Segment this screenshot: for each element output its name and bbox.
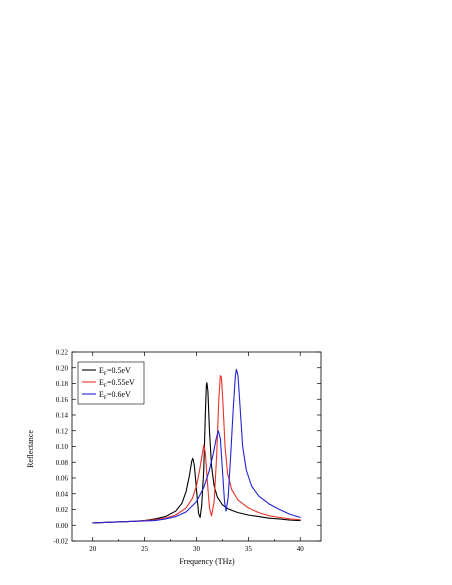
y-tick-label: 0.18 [56, 380, 69, 388]
x-tick-label: 25 [141, 545, 149, 553]
y-tick-label: 0.12 [56, 427, 69, 435]
series-layer [92, 368, 301, 524]
legend-box [77, 361, 145, 405]
y-axis-label: Reflectance [26, 430, 35, 468]
y-tick-label: 0.04 [56, 490, 69, 498]
y-tick-label: 0.20 [56, 364, 69, 372]
y-tick-label: 0.02 [56, 506, 69, 514]
series-line-2 [92, 368, 301, 524]
y-tick-label: 0.06 [56, 475, 69, 483]
y-tick-label: 0.10 [56, 443, 69, 451]
x-tick-label: 35 [245, 545, 253, 553]
x-tick-label: 30 [193, 545, 201, 553]
legend-label-1: EF=0.55eV [99, 378, 135, 389]
axes-layer: 20 25 30 35 40 -0.02 0.00 0.02 0.04 0.06 0.08 0.10 0… [53, 349, 322, 553]
legend-label-2: EF=0.6eV [99, 390, 131, 401]
y-tick-label: 0.00 [56, 522, 69, 530]
x-tick-label: 40 [297, 545, 305, 553]
legend-label-0: EF=0.5eV [99, 366, 131, 377]
y-tick-label: -0.02 [53, 538, 68, 546]
x-tick-label: 20 [89, 545, 97, 553]
y-tick-label: 0.14 [56, 412, 69, 420]
y-tick-label: 0.22 [56, 349, 69, 357]
x-axis-label: Frequency (THz) [179, 557, 235, 566]
y-tick-label: 0.16 [56, 396, 69, 404]
y-tick-label: 0.08 [56, 459, 69, 467]
series-line-1 [92, 375, 301, 524]
series-line-0 [92, 382, 301, 524]
